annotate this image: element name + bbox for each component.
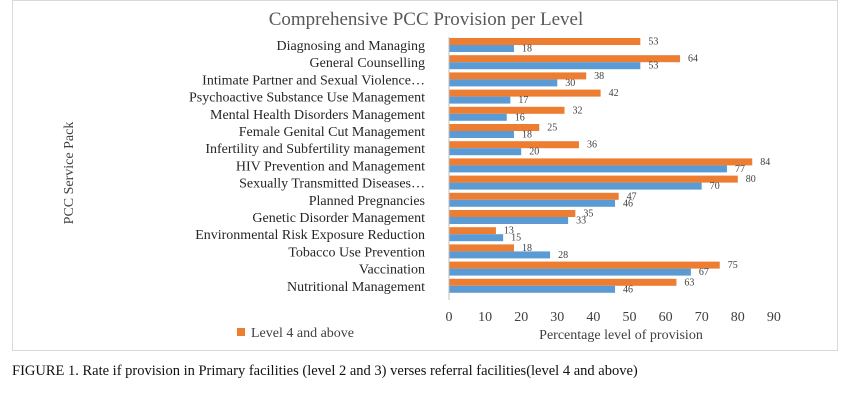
value-label-level-4-and-above-general-counselling: 64: [688, 54, 698, 65]
x-tick-70: 70: [695, 310, 709, 325]
x-tick-0: 0: [446, 310, 453, 325]
bar-level-4-and-above-female-genital-cut-management: [449, 124, 540, 131]
x-tick-80: 80: [731, 310, 745, 325]
value-label-level-4-and-above-genetic-disorder-management: 35: [583, 209, 593, 220]
x-tick-90: 90: [767, 310, 781, 325]
value-label-level-4-and-above-psychoactive-substance-use-management: 42: [609, 88, 619, 99]
value-label-series-2-psychoactive-substance-use-management: 17: [518, 95, 528, 106]
category-label-intimate-partner-and-sexual-violence: Intimate Partner and Sexual Violence…: [202, 73, 425, 88]
bar-level-4-and-above-planned-pregnancies: [449, 192, 619, 200]
value-label-series-2-mental-health-disorders-management: 16: [515, 112, 525, 123]
value-label-level-4-and-above-diagnosing-and-managing: 53: [648, 37, 658, 48]
value-label-level-4-and-above-mental-health-disorders-management: 32: [573, 105, 583, 116]
value-label-level-4-and-above-female-genital-cut-management: 25: [547, 123, 557, 134]
bar-series-2-hiv-prevention-and-management: [449, 165, 727, 173]
bar-level-4-and-above-tobacco-use-prevention: [449, 244, 514, 252]
x-axis-title: Percentage level of provision: [539, 328, 703, 343]
bar-level-4-and-above-psychoactive-substance-use-management: [449, 89, 601, 97]
value-label-series-2-tobacco-use-prevention: 28: [558, 250, 568, 261]
x-tick-30: 30: [550, 310, 564, 325]
x-tick-60: 60: [659, 310, 673, 325]
value-label-level-4-and-above-environmental-risk-exposure-reduction: 13: [504, 226, 514, 237]
figure-caption: FIGURE 1. Rate if provision in Primary f…: [12, 363, 638, 379]
value-label-level-4-and-above-hiv-prevention-and-management: 84: [760, 157, 770, 168]
bar-level-4-and-above-mental-health-disorders-management: [449, 106, 565, 114]
value-label-series-2-sexually-transmitted-diseases: 70: [710, 181, 720, 192]
value-label-level-4-and-above-infertility-and-subfertility-management: 36: [587, 140, 597, 151]
category-label-mental-health-disorders-management: Mental Health Disorders Management: [210, 108, 425, 123]
x-tick-40: 40: [586, 310, 600, 325]
value-label-series-2-vaccination: 67: [699, 267, 709, 278]
bar-level-4-and-above-sexually-transmitted-diseases: [449, 175, 738, 183]
x-tick-50: 50: [623, 310, 637, 325]
value-label-series-2-infertility-and-subfertility-management: 20: [529, 147, 539, 158]
x-tick-labels: 0 10 20 30 40 50 60 70 80 90: [446, 310, 781, 325]
value-label-level-4-and-above-planned-pregnancies: 47: [627, 191, 637, 202]
value-label-series-2-diagnosing-and-managing: 18: [522, 44, 532, 55]
bar-level-4-and-above-hiv-prevention-and-management: [449, 158, 753, 166]
value-label-series-2-genetic-disorder-management: 33: [576, 216, 586, 227]
bar-series-2-tobacco-use-prevention: [449, 251, 551, 259]
value-label-series-2-planned-pregnancies: 46: [623, 198, 633, 209]
bar-series-2-female-genital-cut-management: [449, 131, 514, 138]
category-label-environmental-risk-exposure-reduction: Environmental Risk Exposure Reduction: [195, 228, 425, 243]
bar-series-2-genetic-disorder-management: [449, 217, 569, 224]
chart-title: Comprehensive PCC Provision per Level: [269, 9, 584, 30]
bars: [449, 38, 753, 293]
bar-level-4-and-above-vaccination: [449, 261, 720, 269]
value-label-level-4-and-above-nutritional-management: 63: [684, 277, 694, 288]
bar-level-4-and-above-environmental-risk-exposure-reduction: [449, 227, 496, 235]
bar-series-2-general-counselling: [449, 62, 641, 70]
value-label-level-4-and-above-vaccination: 75: [728, 260, 738, 271]
bar-series-2-nutritional-management: [449, 285, 616, 293]
value-label-series-2-environmental-risk-exposure-reduction: 15: [511, 233, 521, 244]
category-label-genetic-disorder-management: Genetic Disorder Management: [252, 211, 425, 226]
value-label-series-2-hiv-prevention-and-management: 77: [735, 164, 745, 175]
bar-level-4-and-above-general-counselling: [449, 55, 681, 63]
value-labels: 5318645338304217321625183620847780704746…: [504, 37, 770, 296]
category-label-psychoactive-substance-use-management: Psychoactive Substance Use Management: [189, 91, 425, 106]
value-label-series-2-general-counselling: 53: [648, 61, 658, 72]
category-label-female-genital-cut-management: Female Genital Cut Management: [239, 125, 425, 140]
bar-series-2-psychoactive-substance-use-management: [449, 96, 511, 104]
bar-series-2-diagnosing-and-managing: [449, 45, 514, 52]
bar-level-4-and-above-infertility-and-subfertility-management: [449, 141, 579, 149]
value-label-level-4-and-above-intimate-partner-and-sexual-violence: 38: [594, 71, 604, 82]
bar-series-2-vaccination: [449, 268, 691, 276]
bar-level-4-and-above-genetic-disorder-management: [449, 210, 576, 217]
bar-level-4-and-above-diagnosing-and-managing: [449, 38, 641, 45]
bar-series-2-infertility-and-subfertility-management: [449, 148, 522, 156]
legend-label-level-4-and-above: Level 4 and above: [251, 326, 354, 341]
x-tick-10: 10: [478, 310, 492, 325]
category-label-hiv-prevention-and-management: HIV Prevention and Management: [236, 159, 425, 174]
bar-level-4-and-above-nutritional-management: [449, 278, 677, 286]
category-label-infertility-and-subfertility-management: Infertility and Subfertility management: [205, 142, 425, 157]
value-label-series-2-intimate-partner-and-sexual-violence: 30: [565, 78, 575, 89]
bar-chart: Comprehensive PCC Provision per Level Di…: [62, 9, 781, 343]
legend-swatch-level-4-and-above: [237, 328, 245, 336]
category-label-sexually-transmitted-diseases: Sexually Transmitted Diseases…: [239, 177, 425, 192]
category-label-vaccination: Vaccination: [359, 263, 425, 278]
bar-level-4-and-above-intimate-partner-and-sexual-violence: [449, 72, 587, 80]
category-label-planned-pregnancies: Planned Pregnancies: [309, 194, 425, 209]
value-label-level-4-and-above-sexually-transmitted-diseases: 80: [746, 174, 756, 185]
category-label-tobacco-use-prevention: Tobacco Use Prevention: [288, 245, 425, 260]
value-label-level-4-and-above-tobacco-use-prevention: 18: [522, 243, 532, 254]
bar-series-2-planned-pregnancies: [449, 199, 616, 207]
chart-frame: Comprehensive PCC Provision per Level Di…: [12, 0, 838, 351]
category-label-diagnosing-and-managing: Diagnosing and Managing: [276, 39, 425, 54]
category-label-nutritional-management: Nutritional Management: [287, 280, 425, 295]
y-axis-title: PCC Service Pack: [62, 122, 77, 225]
value-label-series-2-female-genital-cut-management: 18: [522, 130, 532, 141]
bar-series-2-intimate-partner-and-sexual-violence: [449, 79, 558, 87]
x-tick-20: 20: [514, 310, 528, 325]
bar-series-2-mental-health-disorders-management: [449, 113, 507, 121]
bar-series-2-sexually-transmitted-diseases: [449, 182, 702, 190]
legend: Level 4 and above: [237, 326, 354, 341]
bar-series-2-environmental-risk-exposure-reduction: [449, 234, 504, 242]
category-labels: Diagnosing and Managing General Counselli…: [189, 39, 425, 295]
value-label-series-2-nutritional-management: 46: [623, 284, 633, 295]
category-label-general-counselling: General Counselling: [310, 56, 425, 71]
